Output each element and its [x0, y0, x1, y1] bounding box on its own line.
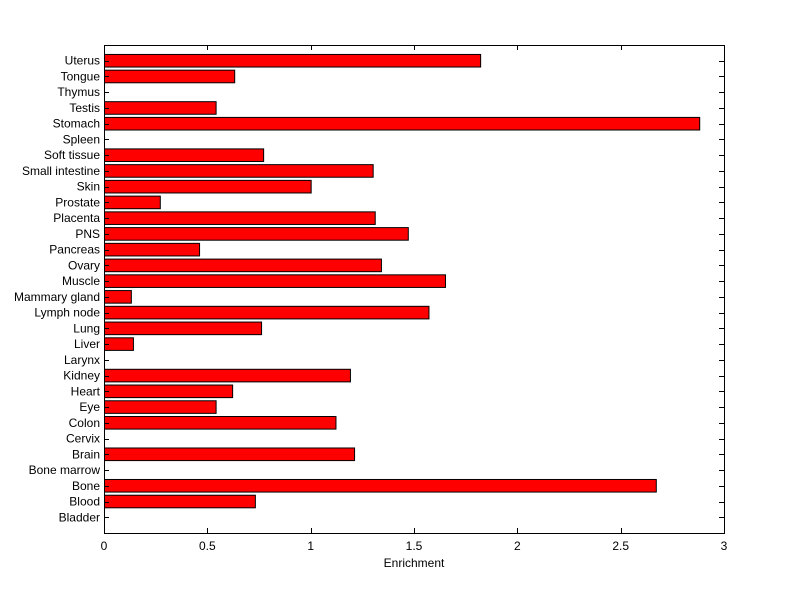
- x-tick-label-2: 1: [307, 539, 314, 553]
- y-tick-label-placenta: Placenta: [53, 211, 100, 225]
- bar-mammary-gland: [104, 290, 132, 304]
- bar-brain: [104, 447, 356, 462]
- bar-colon: [104, 416, 337, 430]
- bar-soft-tissue: [104, 148, 265, 162]
- x-tick-label-0: 0: [101, 539, 108, 553]
- bar-skin: [104, 179, 312, 194]
- x-ticks-group: 0 0.5 1 1.5 2 2.5 3: [101, 45, 728, 553]
- bar-placenta: [104, 211, 376, 225]
- y-tick-label-kidney: Kidney: [63, 369, 100, 383]
- y-tick-label-lymph-node: Lymph node: [34, 306, 100, 320]
- y-tick-label-bone: Bone: [72, 479, 100, 493]
- bar-testis: [104, 101, 217, 115]
- y-tick-label-testis: Testis: [69, 101, 100, 115]
- y-tick-label-heart: Heart: [71, 384, 101, 398]
- x-tick-label-4: 2: [514, 539, 521, 553]
- y-tick-label-liver: Liver: [74, 337, 100, 351]
- y-tick-label-uterus: Uterus: [65, 54, 100, 68]
- x-tick-label-6: 3: [721, 539, 728, 553]
- bar-ovary: [104, 258, 382, 273]
- bar-bone: [104, 478, 657, 493]
- bar-uterus: [104, 53, 482, 68]
- bar-pns: [104, 227, 409, 241]
- bar-lung: [104, 321, 263, 336]
- y-tick-label-skin: Skin: [77, 180, 100, 194]
- bar-blood: [104, 494, 256, 509]
- y-tick-label-prostate: Prostate: [55, 195, 100, 209]
- x-tick-label-5: 2.5: [612, 539, 629, 553]
- y-tick-label-muscle: Muscle: [62, 274, 100, 288]
- bar-tongue: [104, 69, 236, 84]
- y-tick-label-bone-marrow: Bone marrow: [29, 463, 101, 477]
- y-tick-label-cervix: Cervix: [66, 432, 100, 446]
- y-tick-label-spleen: Spleen: [63, 132, 100, 146]
- y-tick-label-mammary-gland: Mammary gland: [14, 290, 100, 304]
- bar-muscle: [104, 274, 446, 288]
- bar-heart: [104, 384, 234, 399]
- y-tick-label-stomach: Stomach: [53, 117, 100, 131]
- y-tick-label-colon: Colon: [69, 416, 100, 430]
- y-tick-label-bladder: Bladder: [59, 510, 100, 524]
- y-tick-label-tongue: Tongue: [61, 69, 101, 83]
- plot-area-frame: [104, 45, 725, 534]
- y-tick-label-brain: Brain: [72, 447, 100, 461]
- bar-small-intestine: [104, 164, 374, 178]
- x-axis-label: Enrichment: [384, 556, 445, 570]
- y-tick-label-soft-tissue: Soft tissue: [44, 148, 100, 162]
- y-tick-label-pns: PNS: [75, 227, 100, 241]
- bar-eye: [104, 400, 217, 414]
- bar-pancreas: [104, 242, 201, 257]
- y-tick-label-blood: Blood: [69, 495, 100, 509]
- bar-lymph-node: [104, 305, 430, 320]
- bar-kidney: [104, 368, 351, 383]
- y-tick-label-eye: Eye: [79, 400, 100, 414]
- y-tick-label-thymus: Thymus: [57, 85, 100, 99]
- y-tick-label-pancreas: Pancreas: [49, 243, 100, 257]
- x-tick-label-3: 1.5: [406, 539, 423, 553]
- bar-prostate: [104, 195, 161, 210]
- y-tick-label-small-intestine: Small intestine: [22, 164, 100, 178]
- y-tick-label-lung: Lung: [73, 321, 100, 335]
- y-tick-label-larynx: Larynx: [64, 353, 100, 367]
- y-tick-label-ovary: Ovary: [68, 258, 100, 272]
- bar-stomach: [104, 116, 701, 131]
- bars-group: [104, 53, 701, 509]
- x-tick-label-1: 0.5: [199, 539, 216, 553]
